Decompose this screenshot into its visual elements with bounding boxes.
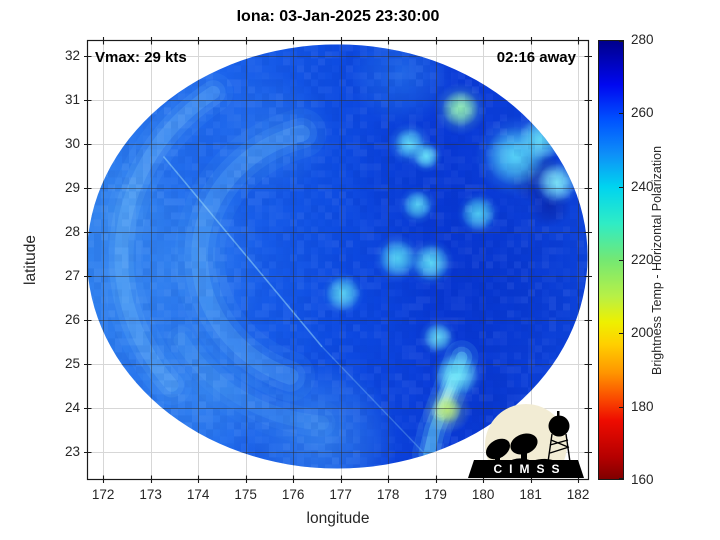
- cimss-banner: [468, 460, 584, 478]
- y-tick-label: 25: [64, 355, 80, 371]
- colorbar-label: Brightness Temp - Horizontal Polarizatio…: [650, 145, 664, 375]
- colorbar-tick-label: 220: [631, 252, 654, 267]
- colorbar-tick: [619, 260, 624, 261]
- y-tick-label: 27: [64, 267, 80, 283]
- y-tick-label: 28: [64, 223, 80, 239]
- colorbar-tick: [619, 478, 624, 479]
- x-tick-label: 178: [376, 487, 400, 502]
- x-tick-label: 177: [329, 487, 352, 502]
- x-tick-label: 179: [424, 487, 447, 502]
- x-tick-label: 182: [566, 487, 590, 502]
- colorbar-tick: [619, 41, 624, 42]
- colorbar-tick: [619, 333, 624, 335]
- y-tick-label: 26: [64, 311, 80, 327]
- x-axis-label: longitude: [306, 510, 370, 527]
- plot-area: Vmax: 29 kts 02:16 away: [80, 33, 596, 487]
- y-tick-label: 24: [64, 399, 80, 415]
- cimss-logo-text: CIMSS: [493, 462, 566, 476]
- x-tick-label: 175: [234, 487, 257, 502]
- cimss-logo: CIMSS: [468, 404, 584, 478]
- x-tick-label: 172: [91, 487, 115, 502]
- colorbar-tick-label: 260: [631, 105, 654, 121]
- colorbar-tick: [619, 113, 624, 115]
- colorbar-tick-label: 160: [631, 472, 654, 487]
- x-tick-label: 173: [139, 487, 162, 502]
- vmax-annotation: Vmax: 29 kts: [95, 49, 187, 66]
- colorbar-tick-label: 280: [631, 32, 654, 47]
- colorbar-tick-label: 200: [631, 325, 654, 341]
- colorbar-tick: [619, 406, 624, 408]
- y-tick-label: 30: [64, 135, 80, 151]
- chart-title: Iona: 03-Jan-2025 23:30:00: [236, 8, 440, 25]
- colorbar-tick-label: 180: [631, 398, 654, 414]
- water-tower-icon: [547, 433, 571, 463]
- y-tick-label: 32: [64, 47, 80, 63]
- colorbar-tick: [619, 186, 624, 188]
- colorbar: [598, 40, 624, 480]
- x-tick-label: 174: [186, 487, 210, 502]
- water-tower-antenna: [557, 411, 560, 417]
- x-tick-label: 176: [281, 487, 305, 502]
- y-tick-label: 29: [64, 179, 80, 195]
- colorbar-tick-label: 240: [631, 178, 654, 194]
- eta-annotation: 02:16 away: [496, 49, 576, 66]
- y-tick-label: 23: [64, 443, 80, 459]
- y-tick-label: 31: [64, 91, 80, 107]
- x-tick-label: 180: [471, 487, 495, 502]
- water-tower-tank: [548, 415, 570, 437]
- x-tick-label: 181: [519, 487, 542, 502]
